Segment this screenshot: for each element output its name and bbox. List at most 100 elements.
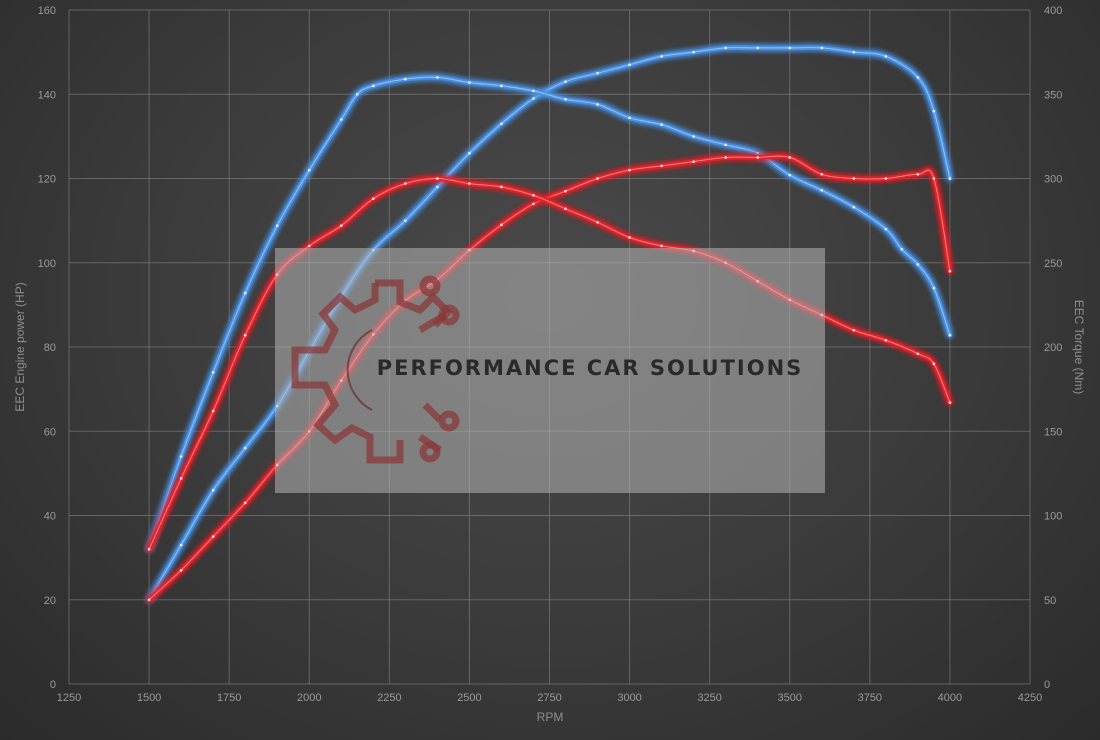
series-point [468, 182, 471, 185]
series-point [788, 46, 792, 50]
x-tick-label: 2250 [377, 692, 401, 704]
series-point [372, 84, 375, 88]
series-point [788, 173, 792, 177]
series-point [468, 151, 471, 155]
y-tick-label-left: 100 [38, 258, 56, 270]
y-tick-label-left: 140 [38, 89, 56, 101]
series-point [596, 71, 599, 75]
series-point [596, 103, 599, 106]
watermark-text: PERFORMANCE CAR SOLUTIONS [377, 356, 804, 380]
y-tick-label-right: 200 [1044, 342, 1062, 354]
series-point [532, 89, 535, 93]
series-point [468, 81, 471, 84]
series-point [532, 97, 535, 100]
y-axis-right-title: EEC Torque (Nm) [1072, 300, 1086, 394]
series-point [307, 244, 311, 248]
series-point [532, 194, 535, 197]
series-point [756, 46, 760, 50]
series-point [179, 568, 183, 572]
y-tick-label-right: 300 [1044, 174, 1062, 186]
series-point [436, 177, 439, 180]
series-point [211, 535, 215, 538]
y-tick-label-right: 50 [1044, 595, 1056, 607]
series-point [339, 224, 343, 227]
series-point [628, 116, 631, 120]
x-tick-label: 1500 [137, 692, 161, 704]
watermark-logo-icon [291, 275, 460, 464]
series-point [660, 164, 663, 168]
series-point [692, 50, 695, 54]
series-point [884, 338, 888, 342]
series-point [820, 46, 824, 50]
series-point [500, 84, 503, 88]
y-tick-label-right: 400 [1044, 5, 1062, 17]
series-point [948, 177, 952, 180]
series-point [932, 109, 936, 113]
series-point [932, 286, 936, 290]
x-tick-label: 1750 [217, 692, 241, 704]
series-point [820, 188, 824, 192]
series-point [948, 401, 952, 404]
series-point [532, 202, 535, 206]
series-point [788, 156, 792, 159]
series-point [916, 76, 920, 79]
series-point [948, 269, 952, 273]
series-point [932, 177, 936, 180]
y-tick-label-right: 0 [1044, 679, 1050, 691]
y-tick-label-left: 160 [38, 5, 56, 17]
series-point [724, 143, 727, 147]
series-point [243, 291, 247, 295]
series-point [884, 55, 888, 58]
series-point [211, 409, 215, 413]
watermark: PERFORMANCE CAR SOLUTIONS [275, 248, 825, 493]
y-tick-label-left: 60 [44, 426, 56, 438]
x-tick-label: 2750 [537, 692, 561, 704]
y-tick-label-right: 150 [1044, 426, 1062, 438]
series-point [596, 221, 599, 224]
ticks: 1250 1500 1750 2000 2250 2500 2750 3000 3250 3500… [38, 5, 1063, 704]
y-tick-label-right: 250 [1044, 258, 1062, 270]
series-point [404, 219, 407, 222]
series-point [756, 156, 760, 159]
x-axis-title: RPM [537, 710, 564, 724]
series-point [900, 247, 904, 251]
series-point [852, 328, 856, 332]
series-point [307, 168, 311, 172]
series-point [948, 333, 952, 337]
series-point [628, 63, 631, 67]
series-point [372, 197, 375, 201]
y-tick-label-left: 0 [50, 679, 56, 691]
series-point [692, 160, 695, 163]
series-point [756, 151, 760, 155]
series-point [820, 172, 824, 176]
y-tick-label-left: 40 [44, 511, 56, 523]
x-tick-label: 4000 [938, 692, 962, 704]
series-point [436, 185, 439, 189]
series-point [660, 123, 663, 126]
series-point [179, 455, 183, 458]
series-point [564, 207, 567, 211]
series-point [932, 362, 936, 366]
x-tick-label: 2000 [297, 692, 321, 704]
y-tick-label-left: 120 [38, 174, 56, 186]
x-tick-label: 4250 [1018, 692, 1042, 704]
x-tick-label: 3500 [778, 692, 802, 704]
series-1 [146, 74, 953, 552]
x-tick-label: 3750 [858, 692, 882, 704]
series-point [724, 156, 727, 159]
y-tick-label-right: 350 [1044, 89, 1062, 101]
y-axis-left-title: EEC Engine power (HP) [13, 282, 27, 411]
series-point [211, 488, 215, 492]
series-point [884, 227, 888, 231]
series-point [916, 263, 920, 266]
series-point [916, 172, 920, 176]
series-point [852, 50, 856, 54]
series-point [275, 224, 279, 227]
series-point [564, 189, 567, 193]
series-point [179, 477, 183, 480]
series-point [564, 80, 567, 83]
series-point [500, 223, 503, 227]
series-point [404, 77, 407, 81]
